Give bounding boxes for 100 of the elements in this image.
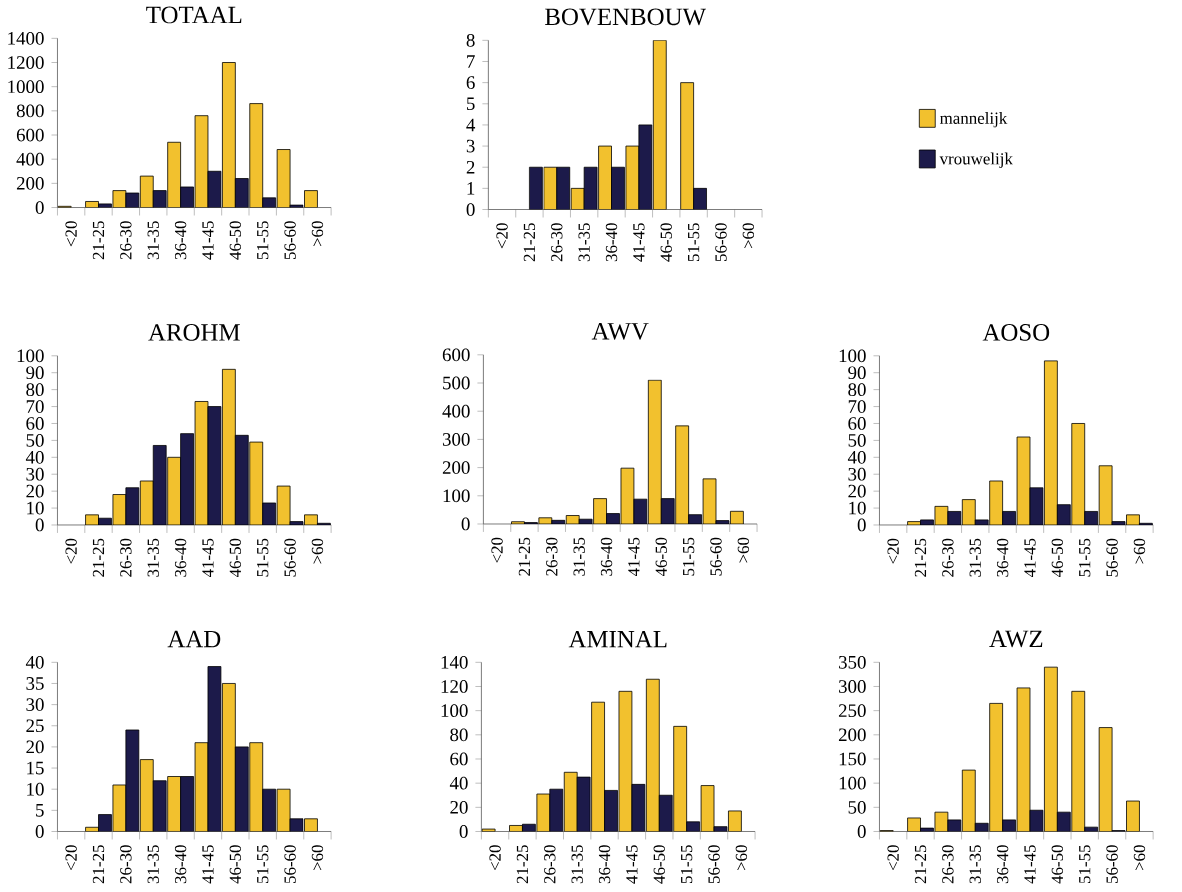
x-tick-label: <20	[887, 845, 899, 871]
y-tick-label: 90	[848, 366, 866, 380]
y-tick-label: 0	[459, 825, 468, 838]
y-tick-label: 140	[441, 655, 468, 669]
x-tick-label: 41-45	[628, 537, 640, 577]
y-tick-label: 40	[847, 450, 866, 464]
y-tick-label: 100	[441, 704, 468, 717]
y-tick-label: 5	[467, 97, 475, 110]
x-tick-label: <20	[65, 845, 77, 871]
x-tick-label: 46-50	[229, 538, 242, 578]
x-tick-label: 36-40	[996, 845, 1009, 884]
x-tick-label: >60	[1133, 538, 1146, 564]
y-tick-label: 80	[26, 383, 44, 396]
chart-title: AOSO	[982, 323, 1050, 341]
x-tick-label: 36-40	[174, 845, 187, 884]
x-tick-label: 26-30	[120, 845, 132, 884]
x-tick-label: 36-40	[598, 845, 611, 884]
x-tick-label: 56-60	[1106, 538, 1118, 577]
x-tick-label: 56-60	[1106, 845, 1118, 883]
x-tick-label: 31-35	[969, 538, 981, 577]
y-tick-label: 3	[466, 139, 475, 153]
y-tick-label: 50	[848, 433, 866, 447]
y-tick-label: 800	[16, 104, 44, 118]
y-tick-label: 250	[838, 704, 866, 717]
x-tick-label: 21-25	[914, 538, 927, 577]
y-tick-label: 300	[442, 432, 470, 446]
legend-label: mannelijk	[939, 111, 1008, 128]
y-tick-label: 500	[443, 376, 470, 390]
x-tick-label: 41-45	[633, 223, 645, 262]
x-tick-label: 41-45	[626, 845, 638, 884]
y-tick-label: 70	[848, 400, 866, 413]
y-tick-label: 4	[466, 118, 476, 132]
y-tick-label: 10	[849, 501, 866, 515]
chart-title: AMINAL	[568, 630, 667, 648]
y-tick-label: 20	[848, 484, 866, 498]
x-tick-label: 26-30	[942, 538, 954, 577]
y-tick-label: 1200	[8, 56, 44, 69]
x-tick-label: <20	[491, 537, 503, 563]
x-tick-label: 46-50	[229, 221, 242, 260]
x-tick-label: 31-35	[969, 845, 981, 884]
y-tick-label: 0	[35, 518, 44, 532]
y-tick-label: 5	[36, 803, 44, 817]
y-tick-label: 100	[839, 776, 866, 790]
x-tick-label: 21-25	[516, 845, 529, 884]
y-tick-label: 0	[35, 201, 44, 214]
x-tick-label: 41-45	[1024, 845, 1036, 884]
x-tick-label: 21-25	[92, 221, 105, 260]
y-tick-label: 600	[442, 348, 470, 362]
x-tick-label: 46-50	[1051, 845, 1064, 884]
x-tick-label: 21-25	[523, 223, 536, 262]
x-tick-label: >60	[735, 845, 748, 870]
x-tick-label: 56-60	[715, 223, 727, 261]
y-tick-label: 2	[466, 160, 475, 174]
x-tick-label: >60	[1133, 845, 1146, 870]
chart-title: TOTAAL	[146, 6, 242, 24]
y-tick-label: 35	[26, 677, 44, 690]
y-tick-label: 0	[466, 203, 475, 216]
y-tick-label: 40	[449, 776, 468, 790]
x-tick-label: 51-55	[687, 223, 700, 261]
y-tick-label: 1	[467, 182, 475, 195]
x-tick-label: <20	[887, 538, 899, 564]
y-tick-label: 30	[26, 698, 44, 711]
y-tick-label: 70	[26, 400, 44, 413]
x-tick-label: 46-50	[229, 845, 242, 884]
x-tick-label: 36-40	[996, 538, 1009, 577]
legend-label: vrouwelijk	[939, 152, 1013, 168]
y-tick-label: 60	[26, 417, 44, 430]
x-tick-label: 21-25	[518, 537, 531, 576]
y-tick-label: 6	[466, 76, 475, 89]
y-tick-label: 200	[442, 461, 470, 474]
y-tick-label: 15	[27, 761, 44, 775]
x-tick-label: >60	[742, 223, 755, 249]
x-tick-label: 31-35	[147, 221, 159, 260]
x-tick-label: 26-30	[120, 538, 132, 577]
x-tick-label: 51-55	[1079, 538, 1091, 577]
x-tick-label: 36-40	[600, 537, 613, 576]
x-tick-label: 41-45	[202, 538, 214, 578]
y-tick-label: 100	[839, 349, 866, 363]
x-tick-label: 51-55	[257, 538, 269, 577]
y-tick-label: 20	[450, 800, 468, 814]
x-tick-label: 31-35	[147, 845, 159, 884]
y-tick-label: 10	[27, 782, 44, 796]
x-tick-label: 41-45	[1024, 538, 1036, 578]
x-tick-label: 56-60	[708, 845, 720, 883]
x-tick-label: 51-55	[257, 221, 269, 259]
chart-title: AWV	[591, 322, 649, 340]
y-tick-label: 60	[450, 752, 468, 766]
y-tick-label: 25	[26, 719, 44, 733]
x-tick-label: 46-50	[653, 845, 665, 884]
y-tick-label: 300	[839, 680, 866, 693]
x-tick-label: <20	[489, 845, 501, 871]
chart-title: AAD	[167, 630, 221, 648]
y-tick-label: 200	[838, 728, 866, 742]
y-tick-label: 80	[848, 383, 866, 396]
x-tick-label: 26-30	[120, 221, 132, 260]
x-tick-label: >60	[737, 537, 750, 563]
x-tick-label: 36-40	[174, 221, 187, 260]
x-tick-label: 26-30	[546, 537, 558, 576]
x-tick-label: 51-55	[680, 845, 693, 883]
y-tick-label: 0	[461, 517, 470, 531]
